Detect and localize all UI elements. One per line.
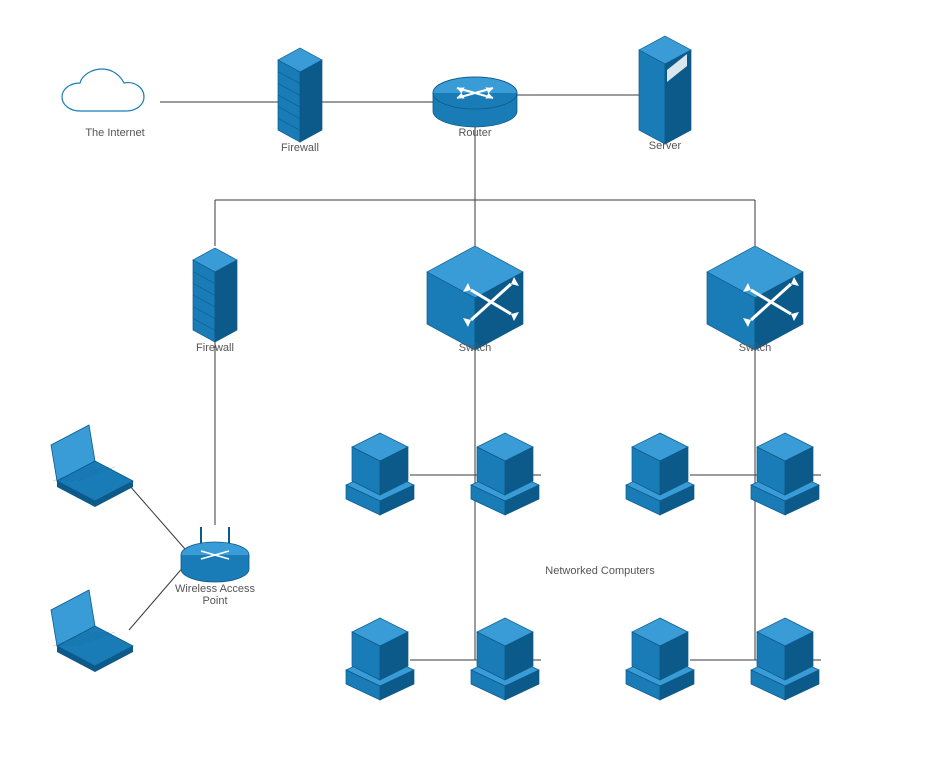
network-diagram: The Internet Firewall Router Server Firewall… (0, 0, 932, 768)
diagram-svg (0, 0, 932, 768)
label-router: Router (415, 127, 535, 139)
label-firewall1: Firewall (240, 142, 360, 154)
label-server: Server (605, 140, 725, 152)
label-wap: Wireless Access Point (170, 583, 260, 607)
label-firewall2: Firewall (155, 342, 275, 354)
label-switch1: Switch (415, 342, 535, 354)
label-switch2: Switch (695, 342, 815, 354)
label-nc_label: Networked Computers (540, 565, 660, 577)
label-internet: The Internet (55, 127, 175, 139)
